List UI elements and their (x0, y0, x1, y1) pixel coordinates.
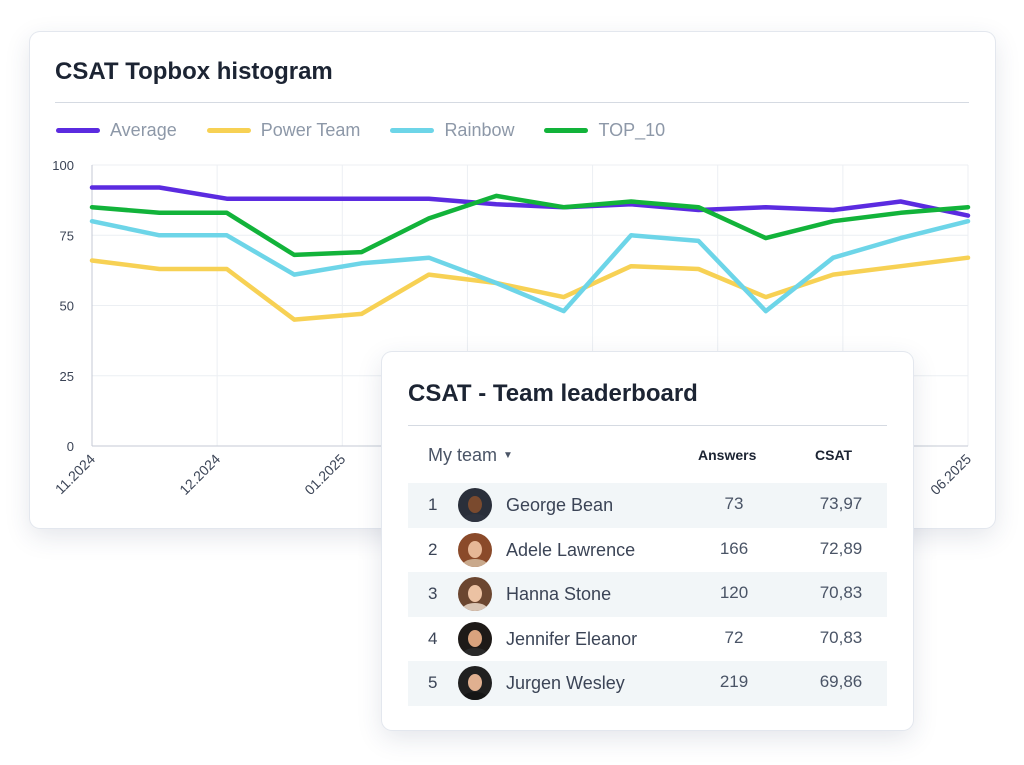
series-line-average (89, 185, 971, 218)
rank: 1 (428, 495, 438, 514)
leaderboard-header: My team ▼ Answers CSAT (408, 438, 887, 478)
leaderboard-divider (408, 425, 887, 426)
rank: 3 (428, 584, 438, 603)
leaderboard-rows: 1 George Bean 73 73,97 2 Adele Lawrence … (408, 483, 887, 706)
x-tick-label: 01.2025 (301, 451, 348, 498)
agent-name: Adele Lawrence (506, 539, 636, 560)
csat-value: 72,89 (819, 538, 863, 558)
y-tick-label: 50 (60, 299, 74, 314)
x-tick-label: 11.2024 (52, 451, 99, 498)
column-header-csat[interactable]: CSAT (815, 447, 853, 463)
y-tick-label: 100 (52, 158, 74, 173)
legend-item-rainbow[interactable]: Rainbow (390, 120, 514, 141)
avatar (458, 666, 492, 700)
agent-name: George Bean (506, 495, 614, 515)
avatar (458, 488, 492, 522)
y-tick-label: 25 (60, 369, 74, 384)
rank: 4 (428, 628, 438, 648)
chart-legend: Average Power Team Rainbow TOP_10 (56, 120, 665, 141)
legend-item-power-team[interactable]: Power Team (206, 120, 361, 141)
answers-value: 219 (719, 672, 749, 691)
team-filter-label: My team (428, 445, 498, 465)
x-tick-label: 12.2024 (176, 451, 223, 498)
avatar (458, 577, 492, 611)
table-row[interactable]: 3 Hanna Stone 120 70,83 (408, 572, 887, 617)
avatar (458, 621, 492, 656)
legend-swatch-average (56, 128, 100, 133)
answers-value: 166 (719, 538, 749, 558)
leaderboard-title: CSAT - Team leaderboard (408, 380, 698, 407)
agent-name: Hanna Stone (506, 584, 612, 604)
csat-value: 70,83 (819, 627, 863, 647)
answers-value: 120 (719, 583, 749, 602)
csat-value: 70,83 (819, 583, 863, 602)
series-line-top-10 (89, 193, 971, 258)
legend-swatch-rainbow (390, 128, 435, 133)
table-row[interactable]: 5 Jurgen Wesley 219 69,86 (408, 661, 887, 706)
legend-swatch-power-team (206, 128, 251, 133)
rank: 2 (428, 539, 438, 559)
caret-down-icon: ▼ (503, 450, 513, 461)
legend-swatch-top-10 (544, 128, 589, 133)
team-filter-dropdown[interactable]: My team ▼ (428, 445, 513, 466)
column-header-answers[interactable]: Answers (698, 447, 757, 463)
line-chart: 100 75 50 25 011.2024 12.2024 01.2025 06.2025 (52, 158, 975, 498)
y-tick-label: 0 (67, 439, 74, 454)
title-divider (55, 102, 969, 103)
series-line-rainbow (89, 218, 971, 314)
rank: 5 (428, 673, 438, 692)
table-row[interactable]: 1 George Bean 73 73,97 (408, 483, 887, 528)
csat-value: 73,97 (819, 494, 863, 513)
legend-label-power-team: Power Team (260, 120, 361, 140)
legend-label-rainbow: Rainbow (444, 120, 515, 140)
answers-value: 72 (724, 627, 744, 647)
legend-label-top-10: TOP_10 (598, 120, 666, 140)
table-row[interactable]: 4 Jennifer Eleanor 72 70,83 (408, 617, 887, 662)
legend-label-average: Average (110, 120, 177, 140)
csat-value: 69,86 (819, 672, 863, 691)
table-row[interactable]: 2 Adele Lawrence 166 72,89 (408, 528, 887, 573)
agent-name: Jurgen Wesley (506, 673, 625, 693)
y-tick-label: 75 (60, 228, 74, 243)
x-tick-label: 06.2025 (927, 451, 974, 498)
leaderboard-card: CSAT - Team leaderboard My team ▼ Answer… (382, 352, 913, 730)
legend-item-top-10[interactable]: TOP_10 (544, 120, 665, 141)
legend-item-average[interactable]: Average (56, 120, 177, 141)
chart-title: CSAT Topbox histogram (55, 58, 333, 85)
agent-name: Jennifer Eleanor (506, 628, 638, 649)
answers-value: 73 (724, 494, 744, 513)
avatar (458, 532, 492, 567)
series-line-power-team (89, 255, 971, 322)
